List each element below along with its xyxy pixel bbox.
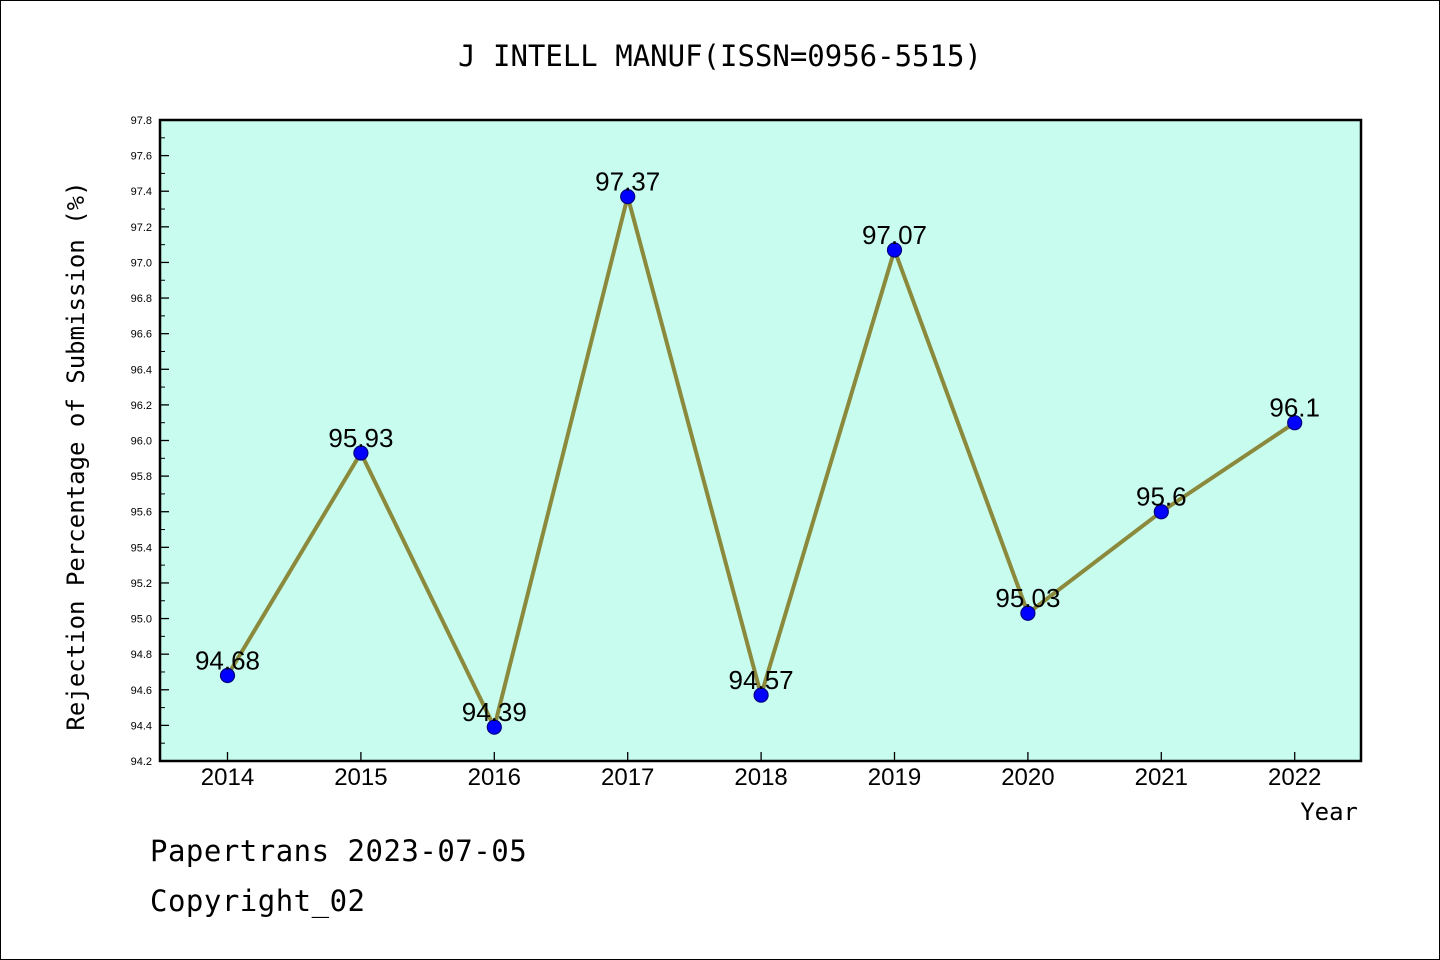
plot-area (158, 118, 1363, 763)
y-axis-label: Rejection Percentage of Submission (%) (62, 181, 90, 730)
data-label: 96.1 (1269, 393, 1320, 423)
x-axis-label: Year (1300, 798, 1358, 826)
y-tick-label: 96.4 (131, 364, 152, 376)
data-labels: 94.68 95.93 94.39 97.37 94.57 97.07 95.03 95.6 9… (195, 167, 1320, 728)
data-label: 97.37 (595, 167, 660, 197)
x-tick-label: 2014 (201, 764, 254, 791)
data-label: 94.39 (462, 697, 527, 727)
y-tick-label: 94.2 (131, 756, 152, 768)
y-tick-label: 97.2 (131, 222, 152, 234)
data-point (219, 667, 236, 684)
y-tick-label: 97.4 (131, 186, 152, 198)
data-point (753, 687, 769, 703)
data-label: 97.07 (862, 220, 927, 250)
y-tick-label: 96.6 (131, 329, 152, 341)
data-label: 94.68 (195, 646, 260, 676)
data-label: 95.6 (1136, 482, 1187, 512)
chart-title: J INTELL MANUF(ISSN=0956-5515) (458, 39, 982, 73)
y-tick-label: 97.6 (131, 151, 152, 163)
footer-copyright: Copyright_02 (150, 884, 366, 918)
y-tick-label: 95.8 (131, 471, 152, 483)
data-label: 95.03 (995, 583, 1060, 613)
data-label: 95.93 (328, 423, 393, 453)
data-point (353, 445, 369, 461)
data-point (1153, 504, 1169, 520)
y-tick-label: 95.0 (131, 614, 152, 626)
x-axis: 2014 2015 2016 2017 2018 2019 2020 2021 2022 (201, 752, 1321, 791)
data-label: 94.57 (729, 665, 794, 695)
data-point (886, 242, 903, 258)
y-tick-label: 96.2 (131, 400, 152, 412)
x-tick-label: 2018 (734, 764, 787, 791)
x-tick-label: 2019 (868, 764, 921, 791)
x-tick-label: 2020 (1001, 764, 1054, 791)
x-tick-label: 2021 (1135, 764, 1188, 791)
data-point (1020, 605, 1036, 621)
y-tick-label: 97.0 (131, 257, 152, 269)
footer-date: Papertrans 2023-07-05 (150, 834, 528, 868)
y-tick-label: 97.8 (131, 115, 152, 127)
y-tick-label: 95.2 (131, 578, 152, 590)
x-tick-label: 2015 (334, 764, 387, 791)
y-tick-label: 95.6 (131, 507, 152, 519)
y-axis: 94.2 94.4 94.6 94.8 95.0 95.2 95.4 95.6 95.8 96.0… (131, 115, 169, 768)
data-point (486, 719, 502, 735)
y-tick-label: 96.8 (131, 293, 152, 305)
y-tick-label: 94.6 (131, 685, 152, 697)
y-tick-label: 94.4 (131, 720, 152, 732)
x-tick-label: 2016 (468, 764, 521, 791)
series-group (219, 188, 1303, 735)
y-tick-label: 95.4 (131, 542, 152, 554)
data-point (620, 188, 636, 205)
y-tick-label: 94.8 (131, 649, 152, 661)
y-tick-label: 96.0 (131, 436, 152, 448)
x-tick-label: 2017 (601, 764, 654, 791)
data-point (1287, 415, 1303, 431)
x-tick-label: 2022 (1268, 764, 1321, 791)
